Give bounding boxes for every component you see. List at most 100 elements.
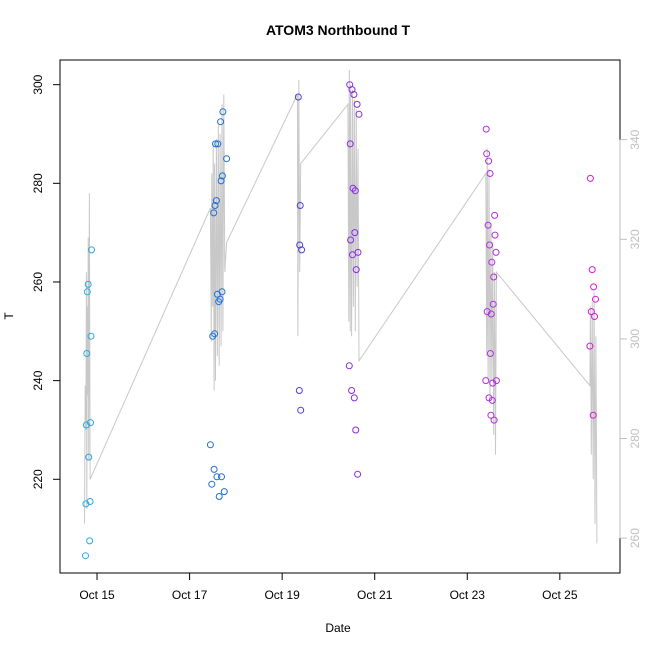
y-axis: 220 240 260 280 300 bbox=[31, 74, 61, 489]
x-tick-label-4: Oct 23 bbox=[450, 588, 486, 602]
data-point-55 bbox=[353, 100, 361, 108]
data-point-35 bbox=[294, 93, 302, 101]
data-point-23 bbox=[214, 140, 222, 148]
data-point-21 bbox=[213, 473, 221, 481]
data-point-86 bbox=[590, 283, 598, 291]
x-axis-label: Date bbox=[325, 621, 351, 635]
data-point-4 bbox=[83, 288, 91, 296]
chart-title: ATOM3 Northbound T bbox=[266, 22, 411, 38]
data-point-33 bbox=[220, 488, 228, 496]
data-point-48 bbox=[349, 184, 357, 192]
data-point-87 bbox=[591, 313, 598, 320]
data-point-58 bbox=[355, 110, 363, 118]
data-point-82 bbox=[586, 174, 594, 182]
data-point-51 bbox=[351, 229, 359, 237]
y2-tick-label-4: 340 bbox=[628, 129, 642, 149]
data-point-11 bbox=[88, 246, 95, 254]
data-point-41 bbox=[345, 362, 353, 370]
y2-tick-label-3: 320 bbox=[628, 229, 642, 249]
data-point-83 bbox=[587, 308, 595, 316]
x-tick-label-2: Oct 19 bbox=[264, 588, 300, 602]
data-point-13 bbox=[208, 480, 216, 488]
data-point-79 bbox=[492, 248, 500, 256]
data-point-52 bbox=[351, 187, 359, 195]
data-point-26 bbox=[216, 295, 224, 303]
data-point-36 bbox=[295, 387, 303, 394]
data-point-12 bbox=[206, 441, 214, 449]
data-point-68 bbox=[486, 350, 494, 357]
data-point-17 bbox=[211, 330, 219, 338]
data-point-27 bbox=[217, 118, 225, 126]
data-point-7 bbox=[86, 537, 94, 545]
data-point-75 bbox=[490, 273, 498, 281]
data-point-45 bbox=[348, 387, 356, 394]
data-point-10 bbox=[87, 332, 95, 340]
data-point-60 bbox=[482, 125, 490, 133]
data-point-84 bbox=[588, 266, 596, 274]
y-tick-label-4: 300 bbox=[31, 74, 45, 94]
points-layer bbox=[82, 81, 599, 560]
data-point-74 bbox=[489, 300, 497, 308]
data-point-71 bbox=[488, 258, 496, 266]
data-point-34 bbox=[223, 155, 231, 163]
data-point-9 bbox=[87, 419, 94, 427]
data-point-49 bbox=[350, 91, 358, 98]
data-point-28 bbox=[217, 177, 225, 185]
data-point-61 bbox=[483, 150, 491, 158]
y-tick-label-1: 240 bbox=[31, 370, 45, 390]
data-point-78 bbox=[491, 231, 499, 239]
y-axis-label: T bbox=[2, 312, 16, 320]
data-point-25 bbox=[215, 493, 223, 500]
data-point-80 bbox=[492, 377, 500, 385]
data-point-64 bbox=[485, 157, 493, 165]
x-tick-label-0: Oct 15 bbox=[79, 588, 115, 602]
y2-tick-label-2: 300 bbox=[628, 329, 642, 349]
data-point-6 bbox=[85, 453, 93, 461]
data-point-32 bbox=[219, 108, 227, 116]
data-point-54 bbox=[352, 266, 360, 274]
data-point-76 bbox=[490, 416, 498, 424]
data-point-81 bbox=[586, 342, 594, 350]
y2-axis: 260 280 300 320 340 bbox=[619, 129, 642, 548]
data-point-39 bbox=[297, 406, 305, 414]
data-point-57 bbox=[354, 248, 362, 256]
data-point-43 bbox=[346, 140, 354, 148]
data-point-20 bbox=[212, 197, 220, 205]
data-point-66 bbox=[486, 241, 493, 249]
data-point-67 bbox=[486, 170, 494, 177]
data-point-88 bbox=[592, 295, 599, 303]
data-point-72 bbox=[488, 396, 496, 404]
y-tick-label-2: 260 bbox=[31, 272, 45, 292]
data-point-77 bbox=[491, 211, 499, 219]
data-point-8 bbox=[86, 498, 94, 505]
data-point-85 bbox=[589, 411, 597, 419]
data-point-69 bbox=[487, 411, 495, 419]
data-point-70 bbox=[487, 310, 495, 318]
data-point-29 bbox=[218, 473, 225, 481]
y-tick-label-0: 220 bbox=[31, 469, 45, 489]
y2-tick-label-1: 280 bbox=[628, 428, 642, 448]
data-point-38 bbox=[296, 202, 304, 209]
data-point-0 bbox=[82, 552, 89, 560]
data-point-53 bbox=[352, 426, 360, 434]
x-axis: Oct 15 Oct 17 Oct 19 Oct 21 Oct 23 Oct 25 bbox=[79, 572, 578, 602]
data-point-44 bbox=[347, 236, 355, 244]
data-point-40 bbox=[298, 246, 306, 254]
data-point-31 bbox=[218, 172, 226, 180]
data-point-59 bbox=[482, 377, 490, 385]
y2-tick-label-0: 260 bbox=[628, 528, 642, 548]
x-tick-label-5: Oct 25 bbox=[542, 588, 578, 602]
x-tick-label-1: Oct 17 bbox=[172, 588, 208, 602]
data-point-5 bbox=[84, 280, 92, 288]
x-tick-label-3: Oct 21 bbox=[357, 588, 393, 602]
data-point-56 bbox=[354, 470, 362, 478]
data-point-63 bbox=[484, 221, 492, 229]
data-point-3 bbox=[83, 350, 91, 357]
data-point-15 bbox=[210, 209, 218, 217]
data-point-16 bbox=[210, 465, 218, 473]
y-tick-label-3: 280 bbox=[31, 173, 45, 193]
data-point-30 bbox=[218, 288, 226, 296]
data-point-18 bbox=[211, 202, 219, 209]
data-point-50 bbox=[350, 394, 358, 402]
